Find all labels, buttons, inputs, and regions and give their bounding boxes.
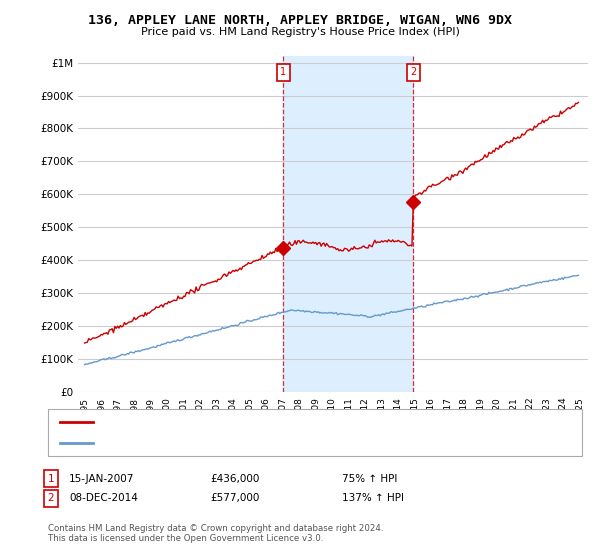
Text: 2: 2 [410,67,416,77]
Text: 137% ↑ HPI: 137% ↑ HPI [342,493,404,503]
Text: Price paid vs. HM Land Registry's House Price Index (HPI): Price paid vs. HM Land Registry's House … [140,27,460,37]
Text: £577,000: £577,000 [210,493,259,503]
Text: 1: 1 [280,67,286,77]
Bar [283,56,413,392]
Text: 08-DEC-2014: 08-DEC-2014 [69,493,138,503]
Text: 2: 2 [47,493,55,503]
Text: 136, APPLEY LANE NORTH, APPLEY BRIDGE, WIGAN, WN6 9DX (detached house): 136, APPLEY LANE NORTH, APPLEY BRIDGE, W… [99,417,492,427]
Text: HPI: Average price, detached house, West Lancashire: HPI: Average price, detached house, West… [99,438,360,448]
Text: 75% ↑ HPI: 75% ↑ HPI [342,474,397,484]
Text: Contains HM Land Registry data © Crown copyright and database right 2024.
This d: Contains HM Land Registry data © Crown c… [48,524,383,543]
Text: 136, APPLEY LANE NORTH, APPLEY BRIDGE, WIGAN, WN6 9DX: 136, APPLEY LANE NORTH, APPLEY BRIDGE, W… [88,14,512,27]
Text: £436,000: £436,000 [210,474,259,484]
Text: 1: 1 [47,474,55,484]
Text: 15-JAN-2007: 15-JAN-2007 [69,474,134,484]
